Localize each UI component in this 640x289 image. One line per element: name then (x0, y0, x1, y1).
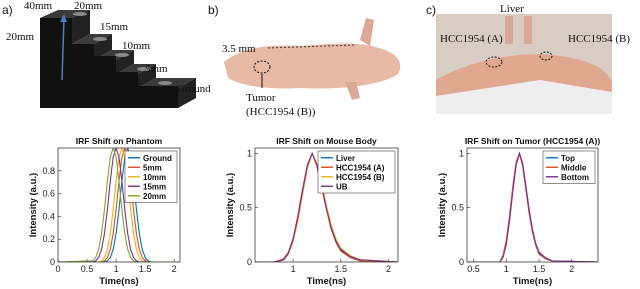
legend-label: Ground (143, 154, 172, 163)
x-axis-label: Time(ns) (513, 276, 552, 287)
mouse-photo (220, 18, 406, 118)
legend-label: UB (336, 182, 348, 191)
annotation: Fluorescence (62, 82, 120, 94)
y-tick-label: 0.4 (42, 211, 55, 221)
y-tick-label: 0.6 (42, 189, 55, 199)
plot-frame (254, 147, 399, 263)
annotation: Tumor (246, 92, 276, 104)
annotation: HCC1954 (A) (440, 33, 503, 45)
data-line (58, 148, 180, 262)
legend-label: HCC1954 (B) (336, 173, 385, 182)
annotation: 20mm (74, 0, 103, 12)
x-tick-label: 1.5 (533, 264, 546, 274)
y-tick-label: 0.2 (42, 234, 55, 244)
chart: 0 0.2 0.4 0.6 0.8 0 0.5 1 1.5 2 IRF Shift on Phant… (28, 136, 181, 287)
data-line (255, 151, 398, 262)
x-axis-label: Time(ns) (307, 276, 346, 287)
y-tick-label: 0 (50, 257, 55, 267)
chart: 0 0.5 1 1 1.5 2 IRF Shift on Mouse Body Time(ns… (225, 136, 399, 287)
legend-label: Bottom (561, 173, 589, 182)
y-axis-label: Intensity (a.u.) (28, 173, 39, 237)
annotation: Inclusion (68, 94, 109, 106)
y-tick-label: 1 (247, 148, 252, 158)
x-tick-label: 1 (504, 264, 509, 274)
plot-frame (57, 147, 181, 263)
chart-title: IRF Shift on Phantom (76, 136, 163, 146)
data-line (58, 148, 180, 262)
x-tick-label: 0.5 (81, 264, 94, 274)
y-tick-label: 0.8 (42, 166, 55, 176)
x-tick-label: 1 (291, 264, 296, 274)
y-tick-label: 1 (459, 148, 464, 158)
annotation: Ground (177, 83, 211, 95)
legend-label: 5mm (143, 163, 162, 172)
legend-label: 20mm (143, 192, 166, 201)
annotation: (HCC1954 (B)) (246, 106, 316, 118)
y-tick-label: 0 (247, 257, 252, 267)
legend-label: 15mm (143, 182, 166, 191)
annotation: 10mm (122, 40, 151, 52)
annotation: Liver (500, 3, 524, 15)
legend-label: Top (561, 154, 575, 163)
plot-frame (466, 147, 599, 263)
phantom-illustration (40, 10, 196, 108)
annotation: HCC1954 (B) (568, 33, 630, 45)
data-line (58, 148, 180, 262)
x-tick-label: 2 (386, 264, 391, 274)
legend-label: Liver (336, 154, 355, 163)
y-tick-label: 0 (459, 257, 464, 267)
panel-label: a) (2, 3, 13, 17)
y-tick-label: 0.5 (451, 203, 464, 213)
x-tick-label: 2 (172, 264, 177, 274)
x-tick-label: 0 (55, 264, 60, 274)
panel-label: c) (426, 3, 436, 17)
annotation: 15mm (100, 21, 129, 33)
series-group (467, 151, 598, 262)
x-tick-label: 1 (114, 264, 119, 274)
legend-label: 10mm (143, 173, 166, 182)
annotation: 5mm (145, 63, 168, 75)
series-group (58, 148, 180, 262)
y-axis-label: Intensity (a.u.) (437, 173, 448, 237)
legend-label: HCC1954 (A) (336, 163, 385, 172)
annotation: 3.5 mm (222, 43, 256, 55)
x-tick-label: 0.5 (467, 264, 480, 274)
data-line (58, 148, 180, 262)
x-tick-label: 1.5 (139, 264, 152, 274)
series-group (255, 151, 398, 262)
x-tick-label: 1.5 (335, 264, 348, 274)
annotation: 40mm (24, 0, 53, 12)
tumor-photo (436, 14, 612, 114)
chart-title: IRF Shift on Tumor (HCC1954 (A)) (465, 136, 601, 146)
y-axis-label: Intensity (a.u.) (225, 173, 236, 237)
y-tick-label: 0.5 (239, 203, 252, 213)
x-tick-label: 2 (569, 264, 574, 274)
annotation: 20mm (6, 31, 35, 43)
x-axis-label: Time(ns) (99, 276, 138, 287)
chart-title: IRF Shift on Mouse Body (276, 136, 377, 146)
data-line (467, 151, 598, 262)
panel-label: b) (208, 3, 219, 17)
legend-label: Middle (561, 163, 587, 172)
